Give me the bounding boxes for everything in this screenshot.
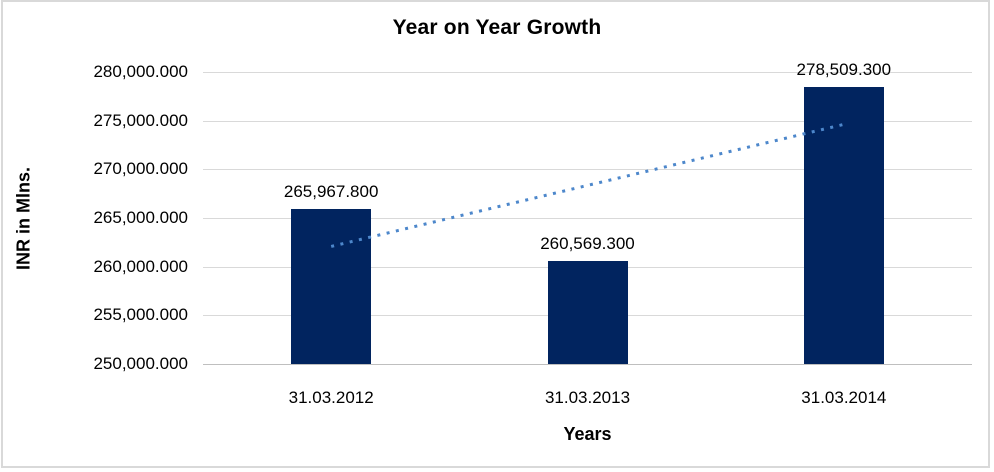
trendline-layer xyxy=(330,122,845,248)
y-tick-label: 255,000.000 xyxy=(93,305,188,325)
bar-value-label: 260,569.300 xyxy=(540,234,635,254)
y-tick-label: 260,000.000 xyxy=(93,256,188,276)
gridline xyxy=(203,218,972,219)
y-tick-label: 270,000.000 xyxy=(93,159,188,179)
trendline xyxy=(330,122,845,248)
gridline xyxy=(203,120,972,122)
x-axis-line xyxy=(203,364,972,365)
y-tick-label: 250,000.000 xyxy=(93,354,188,373)
x-axis-title: Years xyxy=(563,424,612,444)
gridline xyxy=(203,169,972,171)
x-tick-label: 31.03.2012 xyxy=(288,388,374,407)
y-tick-label: 280,000.000 xyxy=(93,62,188,81)
bar-31.03.2012 xyxy=(291,208,372,364)
x-tick-label: 31.03.2013 xyxy=(544,388,631,407)
plot-area: 265,967.800 260,569.300 278,509.300 xyxy=(203,60,972,365)
bar-31.03.2014 xyxy=(803,86,884,364)
bar-value-label: 265,967.800 xyxy=(283,181,379,201)
x-tick-label: 31.03.2014 xyxy=(801,388,887,407)
gridline xyxy=(203,72,972,73)
y-tick-label: 275,000.000 xyxy=(93,110,188,130)
bar-value-label: 278,509.300 xyxy=(796,59,892,79)
chart-title: Year on Year Growth xyxy=(392,16,602,39)
y-tick-label: 265,000.000 xyxy=(93,208,188,227)
bar-31.03.2013 xyxy=(547,261,628,364)
